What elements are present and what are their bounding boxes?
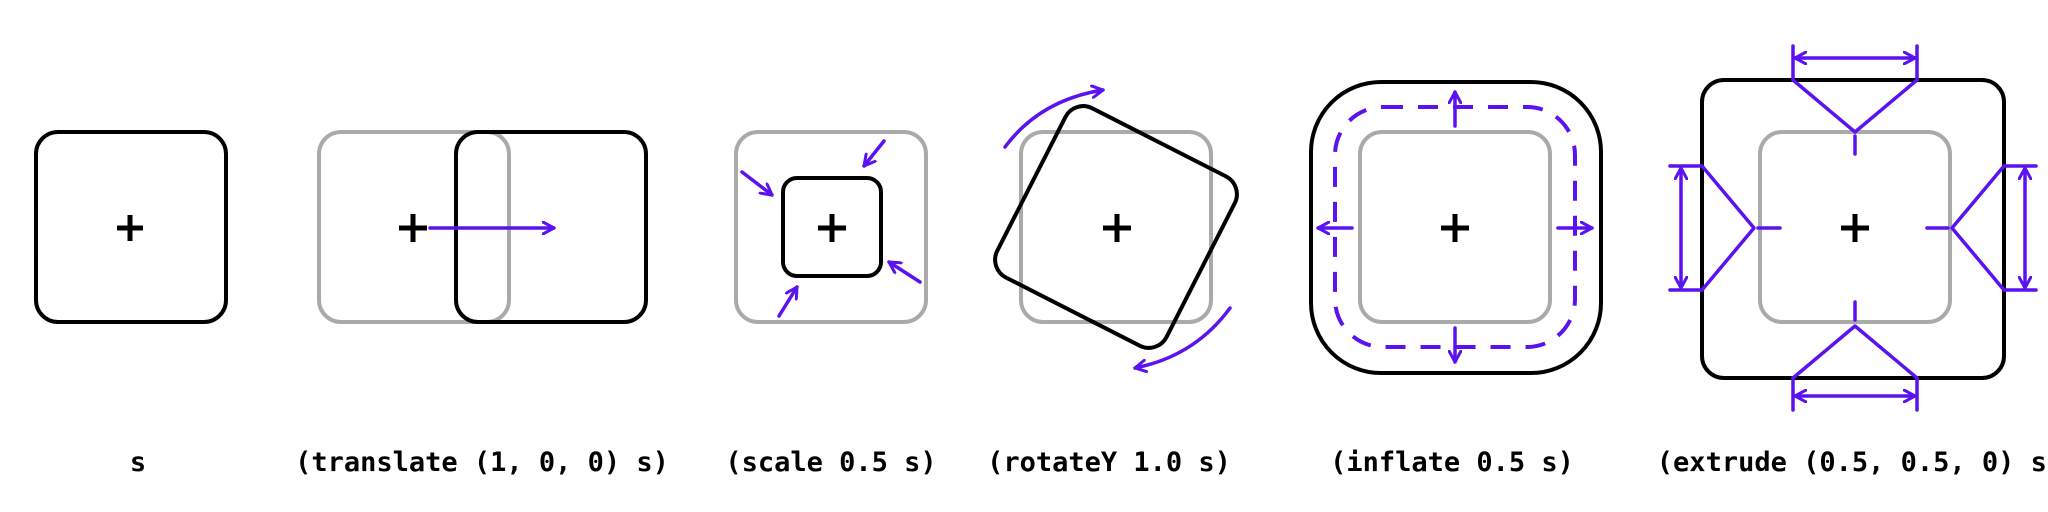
center-cross bbox=[1103, 214, 1131, 242]
center-cross bbox=[1441, 214, 1469, 242]
panel-translate: (translate (1, 0, 0) s) bbox=[295, 130, 669, 478]
panel-original-shape: s bbox=[34, 130, 228, 478]
shrink-arrows bbox=[740, 139, 922, 318]
rotate-arrow-bottom bbox=[1133, 306, 1232, 368]
caption-translate: (translate (1, 0, 0) s) bbox=[295, 447, 669, 478]
panel-extrude: (extrude (0.5, 0.5, 0) s) bbox=[1657, 44, 2048, 478]
rotate-arrow-top bbox=[1003, 90, 1105, 149]
ghost-square bbox=[1358, 130, 1552, 324]
center-cross bbox=[117, 215, 143, 241]
scaled-square bbox=[781, 176, 883, 278]
ghost-square bbox=[734, 130, 928, 324]
panel-rotate: (rotateY 1.0 s) bbox=[987, 90, 1239, 478]
caption-rotate: (rotateY 1.0 s) bbox=[987, 447, 1231, 478]
panel-scale: (scale 0.5 s) bbox=[725, 130, 937, 478]
center-cross bbox=[399, 214, 427, 242]
shape-square bbox=[34, 130, 228, 324]
rotated-square bbox=[993, 104, 1239, 350]
caption-scale: (scale 0.5 s) bbox=[725, 447, 936, 478]
caption-original: s bbox=[130, 447, 146, 478]
ghost-square bbox=[1019, 130, 1213, 324]
center-cross bbox=[818, 214, 846, 242]
panel-inflate: (inflate 0.5 s) bbox=[1309, 80, 1603, 478]
inflated-square bbox=[1309, 80, 1603, 375]
center-cross bbox=[1841, 214, 1869, 242]
extrude-construction bbox=[1668, 44, 2038, 412]
caption-inflate: (inflate 0.5 s) bbox=[1330, 447, 1574, 478]
caption-extrude: (extrude (0.5, 0.5, 0) s) bbox=[1657, 447, 2048, 478]
extruded-square bbox=[1700, 78, 2006, 380]
expand-arrows bbox=[1316, 90, 1594, 364]
